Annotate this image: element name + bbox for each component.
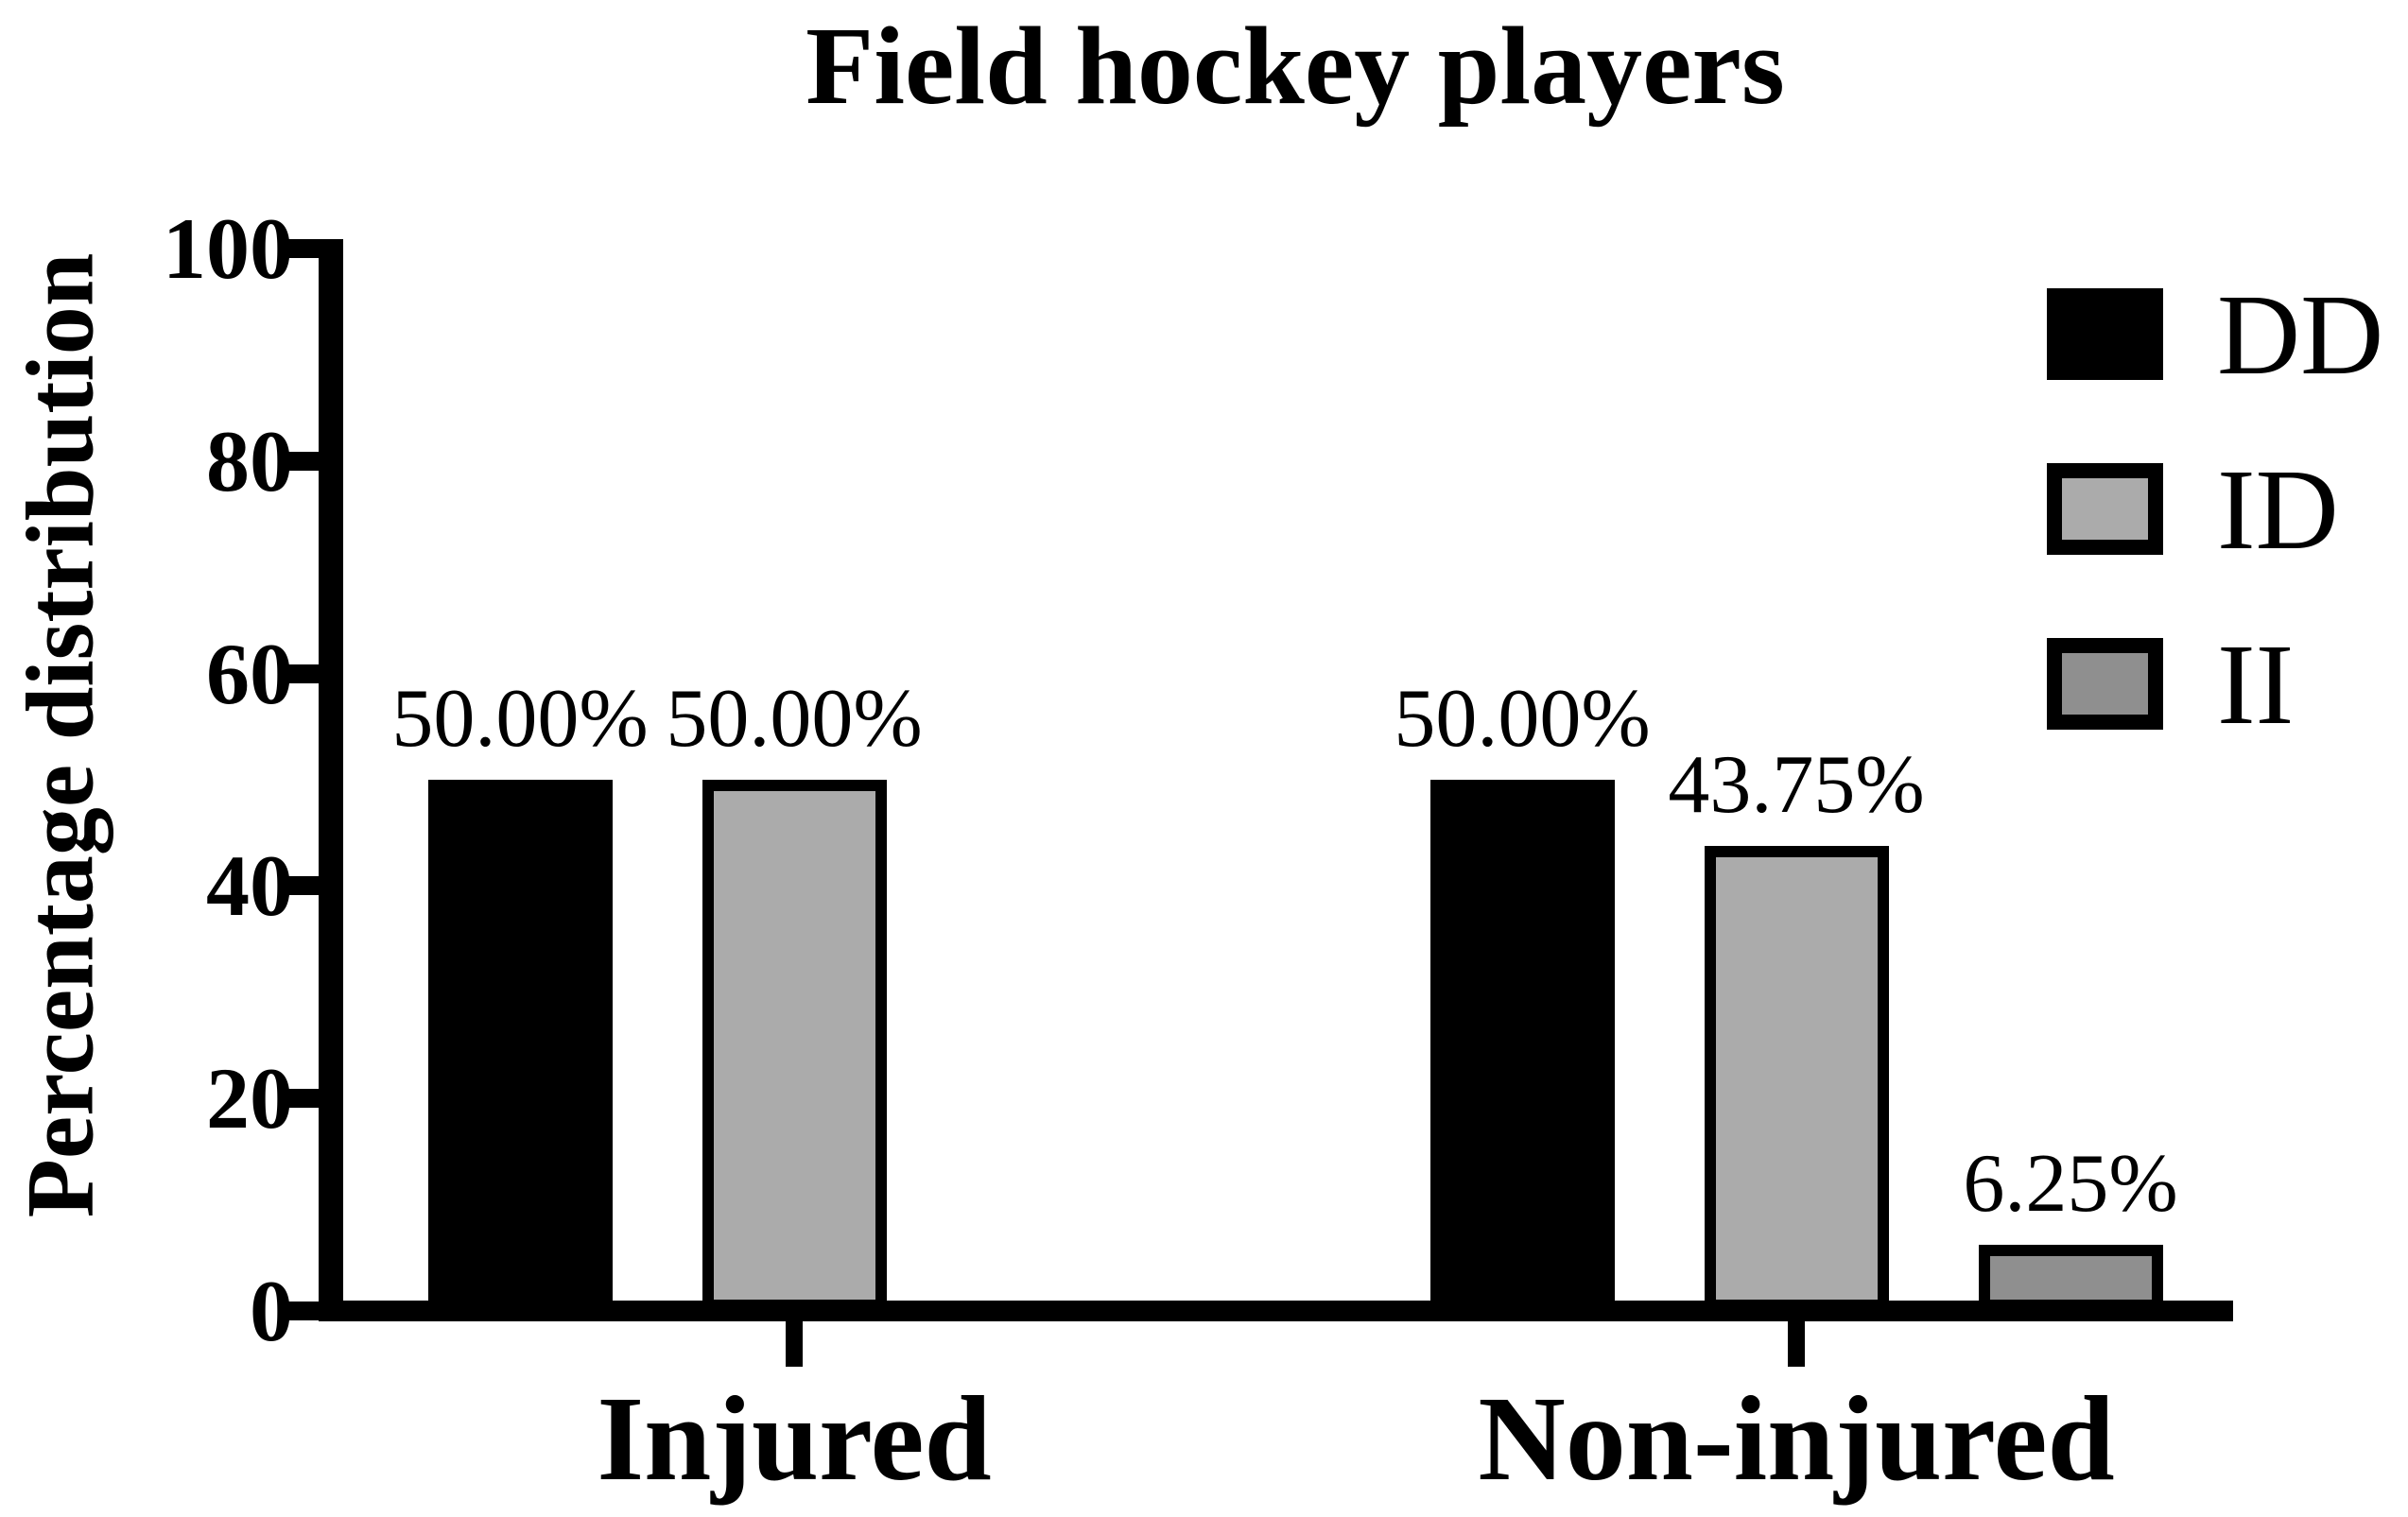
x-category-label-injured: Injured [597, 1371, 992, 1506]
chart-title: Field hockey players [806, 4, 1785, 128]
y-tick-mark [281, 1089, 320, 1108]
legend-label-dd: DD [2217, 271, 2384, 399]
x-category-label-non-injured: Non-injured [1478, 1371, 2115, 1506]
legend-label-id: ID [2217, 446, 2339, 574]
bar-id-non-injured [1705, 846, 1889, 1311]
y-tick-label: 100 [163, 200, 293, 297]
bar-value-label: 50.00% [666, 673, 923, 765]
x-tick-mark [1788, 1321, 1805, 1367]
y-tick-label: 60 [206, 626, 293, 722]
legend-label-ii: II [2217, 621, 2295, 749]
y-tick-mark [281, 239, 320, 258]
legend-swatch-ii [2047, 638, 2163, 730]
y-axis-label: Percentage distribution [7, 252, 114, 1218]
legend-swatch-id [2047, 463, 2163, 555]
bar-id-injured [702, 780, 887, 1311]
bar-dd-non-injured [1430, 780, 1615, 1311]
y-tick-label: 0 [250, 1263, 293, 1359]
bar-value-label: 6.25% [1963, 1138, 2178, 1230]
y-tick-label: 20 [206, 1050, 293, 1146]
x-tick-mark [786, 1321, 803, 1367]
bar-value-label: 43.75% [1668, 739, 1925, 831]
bar-dd-injured [428, 780, 613, 1311]
y-tick-mark [281, 664, 320, 683]
y-tick-mark [281, 452, 320, 471]
y-tick-mark [281, 876, 320, 895]
bar-value-label: 50.00% [1394, 673, 1651, 765]
legend-swatch-dd [2047, 288, 2163, 380]
y-tick-mark [281, 1302, 320, 1320]
y-tick-label: 80 [206, 413, 293, 509]
y-axis-line [319, 239, 343, 1321]
x-axis-line [319, 1301, 2233, 1321]
bar-value-label: 50.00% [391, 673, 649, 765]
y-tick-label: 40 [206, 837, 293, 934]
